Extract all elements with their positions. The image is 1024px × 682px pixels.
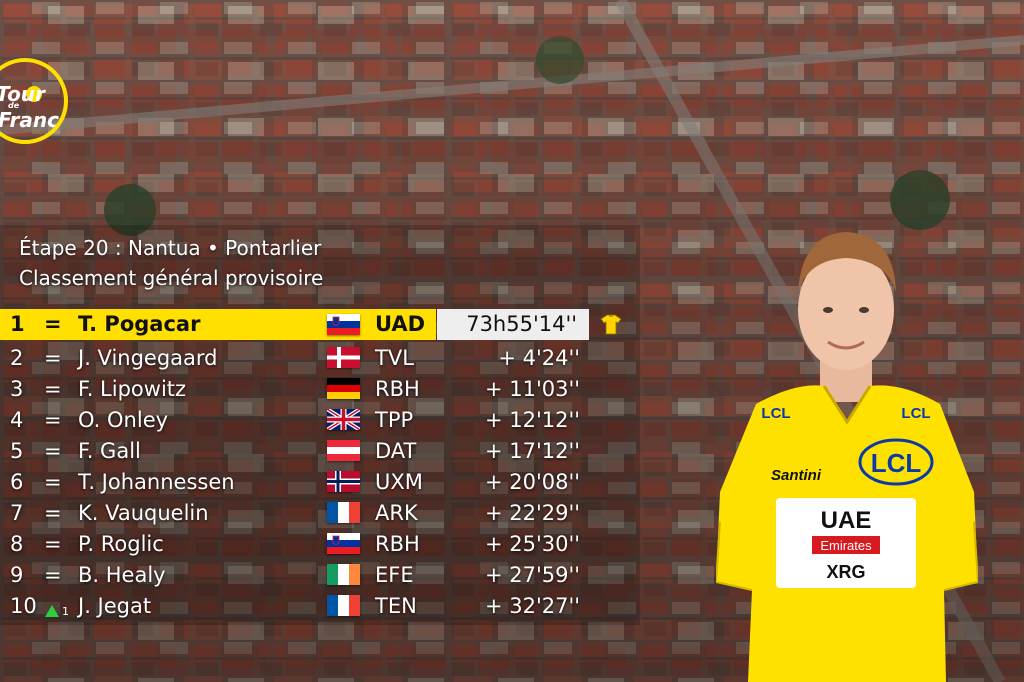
rider-name: J. Vingegaard: [78, 346, 218, 370]
rider-name: P. Roglic: [78, 532, 164, 556]
team-code: DAT: [375, 439, 417, 463]
time-gap: + 22'29'': [484, 501, 580, 525]
total-time: 73h55'14'': [466, 312, 577, 336]
classification-title: Classement général provisoire: [19, 266, 324, 290]
rank: 7: [10, 501, 24, 525]
norway-flag: [327, 471, 360, 492]
rank: 6: [10, 470, 24, 494]
position-change: =: [44, 501, 62, 525]
position-change: 1: [62, 605, 69, 618]
rider-name: F. Lipowitz: [78, 377, 187, 401]
shoulder-sponsor: LCL: [761, 405, 790, 422]
position-change: =: [44, 532, 62, 556]
rider-name: B. Healy: [78, 563, 166, 587]
team-code: ARK: [375, 501, 418, 525]
time-gap: + 17'12'': [484, 439, 580, 463]
ireland-flag: [327, 564, 360, 585]
rider-name: K. Vauquelin: [78, 501, 209, 525]
position-change: =: [44, 346, 62, 370]
rider-name: T. Johannessen: [78, 470, 235, 494]
time-gap: + 11'03'': [484, 377, 580, 401]
standings-row: 8 = P. Roglic RBH + 25'30'': [0, 529, 600, 559]
rank: 4: [10, 408, 24, 432]
slovenia-flag: [327, 533, 360, 554]
yellow-jersey-icon: [600, 313, 622, 335]
team-code: RBH: [375, 532, 420, 556]
team-code: UAD: [375, 312, 426, 336]
uk-flag: [327, 409, 360, 430]
position-change: =: [44, 470, 62, 494]
team-name-line2: Emirates: [820, 538, 872, 553]
standings-row: 2 = J. Vingegaard TVL + 4'24'': [0, 343, 600, 373]
standings-row: 6 = T. Johannessen UXM + 20'08'': [0, 467, 600, 497]
position-change: =: [44, 408, 62, 432]
rider-name: F. Gall: [78, 439, 141, 463]
slovenia-flag: [327, 314, 360, 335]
standings-row: 3 = F. Lipowitz RBH + 11'03'': [0, 374, 600, 404]
team-name-line3: XRG: [826, 562, 865, 582]
time-gap: + 25'30'': [484, 532, 580, 556]
position-change: =: [44, 377, 62, 401]
rider-name: O. Onley: [78, 408, 169, 432]
team-code: TVL: [375, 346, 414, 370]
rank: 1: [10, 312, 25, 336]
rider-yellow-jersey-illustration: LCL LCL LCL Santini UAE Emirates XRG: [716, 232, 978, 682]
position-up-icon: [44, 599, 60, 623]
germany-flag: [327, 378, 360, 399]
stage-title: Étape 20 : Nantua • Pontarlier: [19, 236, 322, 260]
standings-row: 9 = B. Healy EFE + 27'59'': [0, 560, 600, 590]
chest-sponsor: LCL: [871, 448, 922, 478]
france-flag: [327, 595, 360, 616]
standings-row: 7 = K. Vauquelin ARK + 22'29'': [0, 498, 600, 528]
france-flag: [327, 502, 360, 523]
time-gap: + 12'12'': [484, 408, 580, 432]
rider-name: T. Pogacar: [78, 312, 201, 336]
team-code: UXM: [375, 470, 423, 494]
tour-de-france-logo: Tour de France: [0, 58, 68, 144]
position-change: =: [44, 312, 62, 336]
team-code: EFE: [375, 563, 414, 587]
standings-row-leader: 1 = T. Pogacar UAD 73h55'14'': [0, 309, 622, 340]
brand-logo: Santini: [771, 467, 822, 484]
rank: 8: [10, 532, 24, 556]
time-gap: + 27'59'': [484, 563, 580, 587]
rank: 10: [10, 594, 37, 618]
time-gap: + 32'27'': [484, 594, 580, 618]
collar-sponsor: LCL: [901, 405, 930, 422]
team-code: TEN: [375, 594, 417, 618]
rider-name: J. Jegat: [78, 594, 152, 618]
rank: 5: [10, 439, 24, 463]
rank: 2: [10, 346, 24, 370]
time-gap: + 20'08'': [484, 470, 580, 494]
rank: 9: [10, 563, 24, 587]
standings-row: 10 1 J. Jegat TEN + 32'27'': [0, 591, 600, 621]
standings-row: 5 = F. Gall DAT + 17'12'': [0, 436, 600, 466]
standings-row: 4 = O. Onley TPP + 12'12'': [0, 405, 600, 435]
denmark-flag: [327, 347, 360, 368]
time-gap: + 4'24'': [498, 346, 580, 370]
team-code: TPP: [375, 408, 414, 432]
rank: 3: [10, 377, 24, 401]
team-name-line1: UAE: [821, 507, 872, 534]
position-change: =: [44, 563, 62, 587]
team-code: RBH: [375, 377, 420, 401]
position-change: =: [44, 439, 62, 463]
austria-flag: [327, 440, 360, 461]
